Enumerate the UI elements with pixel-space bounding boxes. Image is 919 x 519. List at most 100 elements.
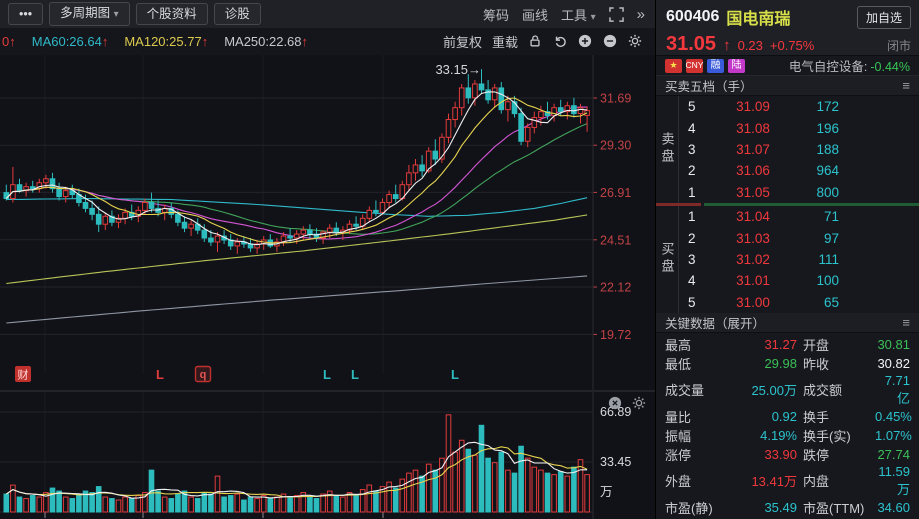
key-data-row: 振幅 4.19% 换手(实) 1.07% [656,426,919,445]
stock-connect-badge[interactable]: 陆 [728,58,745,73]
reload-button[interactable]: 重载 [491,35,518,50]
ma-line [5,91,588,246]
candle [392,194,399,200]
ma250-value: MA250:22.68↑ [224,34,309,49]
multi-period-button[interactable]: 多周期图 ▾ [49,2,130,26]
key-data-header[interactable]: 关键数据（展开） ≡ [656,312,919,333]
zoom-in-icon[interactable] [578,34,593,49]
volume-bar [300,492,307,513]
event-marker-letter[interactable]: L [156,367,164,382]
chevron-down-icon: ▾ [590,11,596,23]
volume-bar [102,496,109,513]
event-badge[interactable] [15,366,31,382]
key-data-label: 换手 [803,409,830,425]
event-marker-letter[interactable]: L [451,367,459,382]
zoom-out-icon[interactable] [603,34,618,49]
volume-bar [3,493,10,513]
svg-text:q: q [200,369,207,381]
key-data-value: 25.00万 [751,383,797,399]
fullscreen-icon[interactable] [608,6,624,22]
candle [148,201,155,209]
close-pane-icon[interactable] [608,396,623,411]
ellipsis-icon: ••• [19,7,33,21]
price-axis-label: 26.91 [600,186,631,200]
volume-bar [36,496,43,513]
key-data-row: 涨停 33.90 跌停 27.74 [656,445,919,464]
buy-volume: 65 [823,294,839,310]
sell-price: 31.06 [736,163,770,179]
event-marker-letter[interactable]: L [351,367,359,382]
stock-info-button[interactable]: 个股资料 [135,3,208,25]
price-change: 0.23 [737,38,763,53]
diagnose-button[interactable]: 诊股 [213,3,261,25]
sell-volume: 172 [816,99,839,115]
key-data-label: 最低 [665,356,692,372]
candle [485,89,491,101]
buy-level-number: 2 [688,230,696,246]
add-watchlist-button[interactable]: 加自选 [856,5,911,29]
sell-level-row[interactable]: 4 31.08 196 [679,117,919,138]
candle [43,178,49,184]
buy-strength-bar [704,202,919,206]
forward-adjust-button[interactable]: 前复权 [442,35,482,50]
buy-level-row[interactable]: 3 31.02 111 [679,249,919,270]
price-axis-label: 19.72 [600,328,631,342]
sell-level-number: 5 [688,99,696,115]
volume-bar [287,496,293,513]
draw-line-tool[interactable]: 画线 [521,7,548,23]
candle [3,192,10,200]
candle [491,87,498,101]
volume-bar [62,496,69,513]
sell-level-row[interactable]: 5 31.09 172 [679,96,919,117]
event-badge[interactable] [194,365,212,383]
undo-icon[interactable] [553,34,568,49]
volume-bar [465,448,472,513]
volume-bar [399,478,406,513]
volume-chart[interactable]: 66.89 33.45 万 [0,392,655,519]
candle [254,243,260,249]
key-data-value: 0.45% [875,408,912,424]
candle [16,184,23,192]
volume-bar [439,457,445,513]
volume-bar [584,474,590,513]
buy-level-row[interactable]: 4 31.01 100 [679,270,919,291]
more-button[interactable]: ••• [8,3,44,25]
tools-dropdown[interactable]: 工具 ▾ [560,7,596,23]
sell-level-row[interactable]: 2 31.06 964 [679,160,919,181]
collapse-panel-icon[interactable]: » [636,5,645,23]
volume-bar [181,490,188,513]
buy-side: 买盘 1 31.04 71 2 31.03 97 3 31.02 111 4 31.01 100 5 31… [656,205,919,313]
buy-level-row[interactable]: 5 31.00 65 [679,292,919,313]
candle [511,101,518,115]
event-marker-letter[interactable]: L [323,367,331,382]
order-book-menu-icon[interactable]: ≡ [902,78,910,93]
candle [29,186,36,190]
volume-bar [392,487,399,513]
sector-link[interactable]: 电气自控设备: -0.44% [788,60,910,74]
sell-level-row[interactable]: 3 31.07 188 [679,139,919,160]
volume-bar [194,498,201,513]
candle [122,211,128,219]
buy-level-row[interactable]: 2 31.03 97 [679,227,919,248]
volume-bar [89,492,95,513]
chips-tool[interactable]: 筹码 [482,7,509,23]
volume-bar [491,462,498,513]
lock-icon[interactable] [528,34,543,49]
pane-divider[interactable] [0,390,655,392]
volume-bar [452,451,458,513]
key-data-label: 振幅 [665,428,692,444]
stock-code: 600406 [666,8,720,25]
pane-settings-gear-icon[interactable] [632,396,647,411]
volume-bar [267,498,274,513]
key-data-menu-icon[interactable]: ≡ [902,314,910,330]
gear-icon[interactable] [628,34,643,49]
volume-bar [128,498,135,513]
buy-level-row[interactable]: 1 31.04 71 [679,206,919,227]
volume-bar [406,472,412,513]
sell-level-row[interactable]: 1 31.05 800 [679,182,919,203]
margin-trading-badge[interactable]: 融 [707,58,724,73]
price-axis-label: 31.69 [600,92,631,106]
candle [412,164,419,174]
